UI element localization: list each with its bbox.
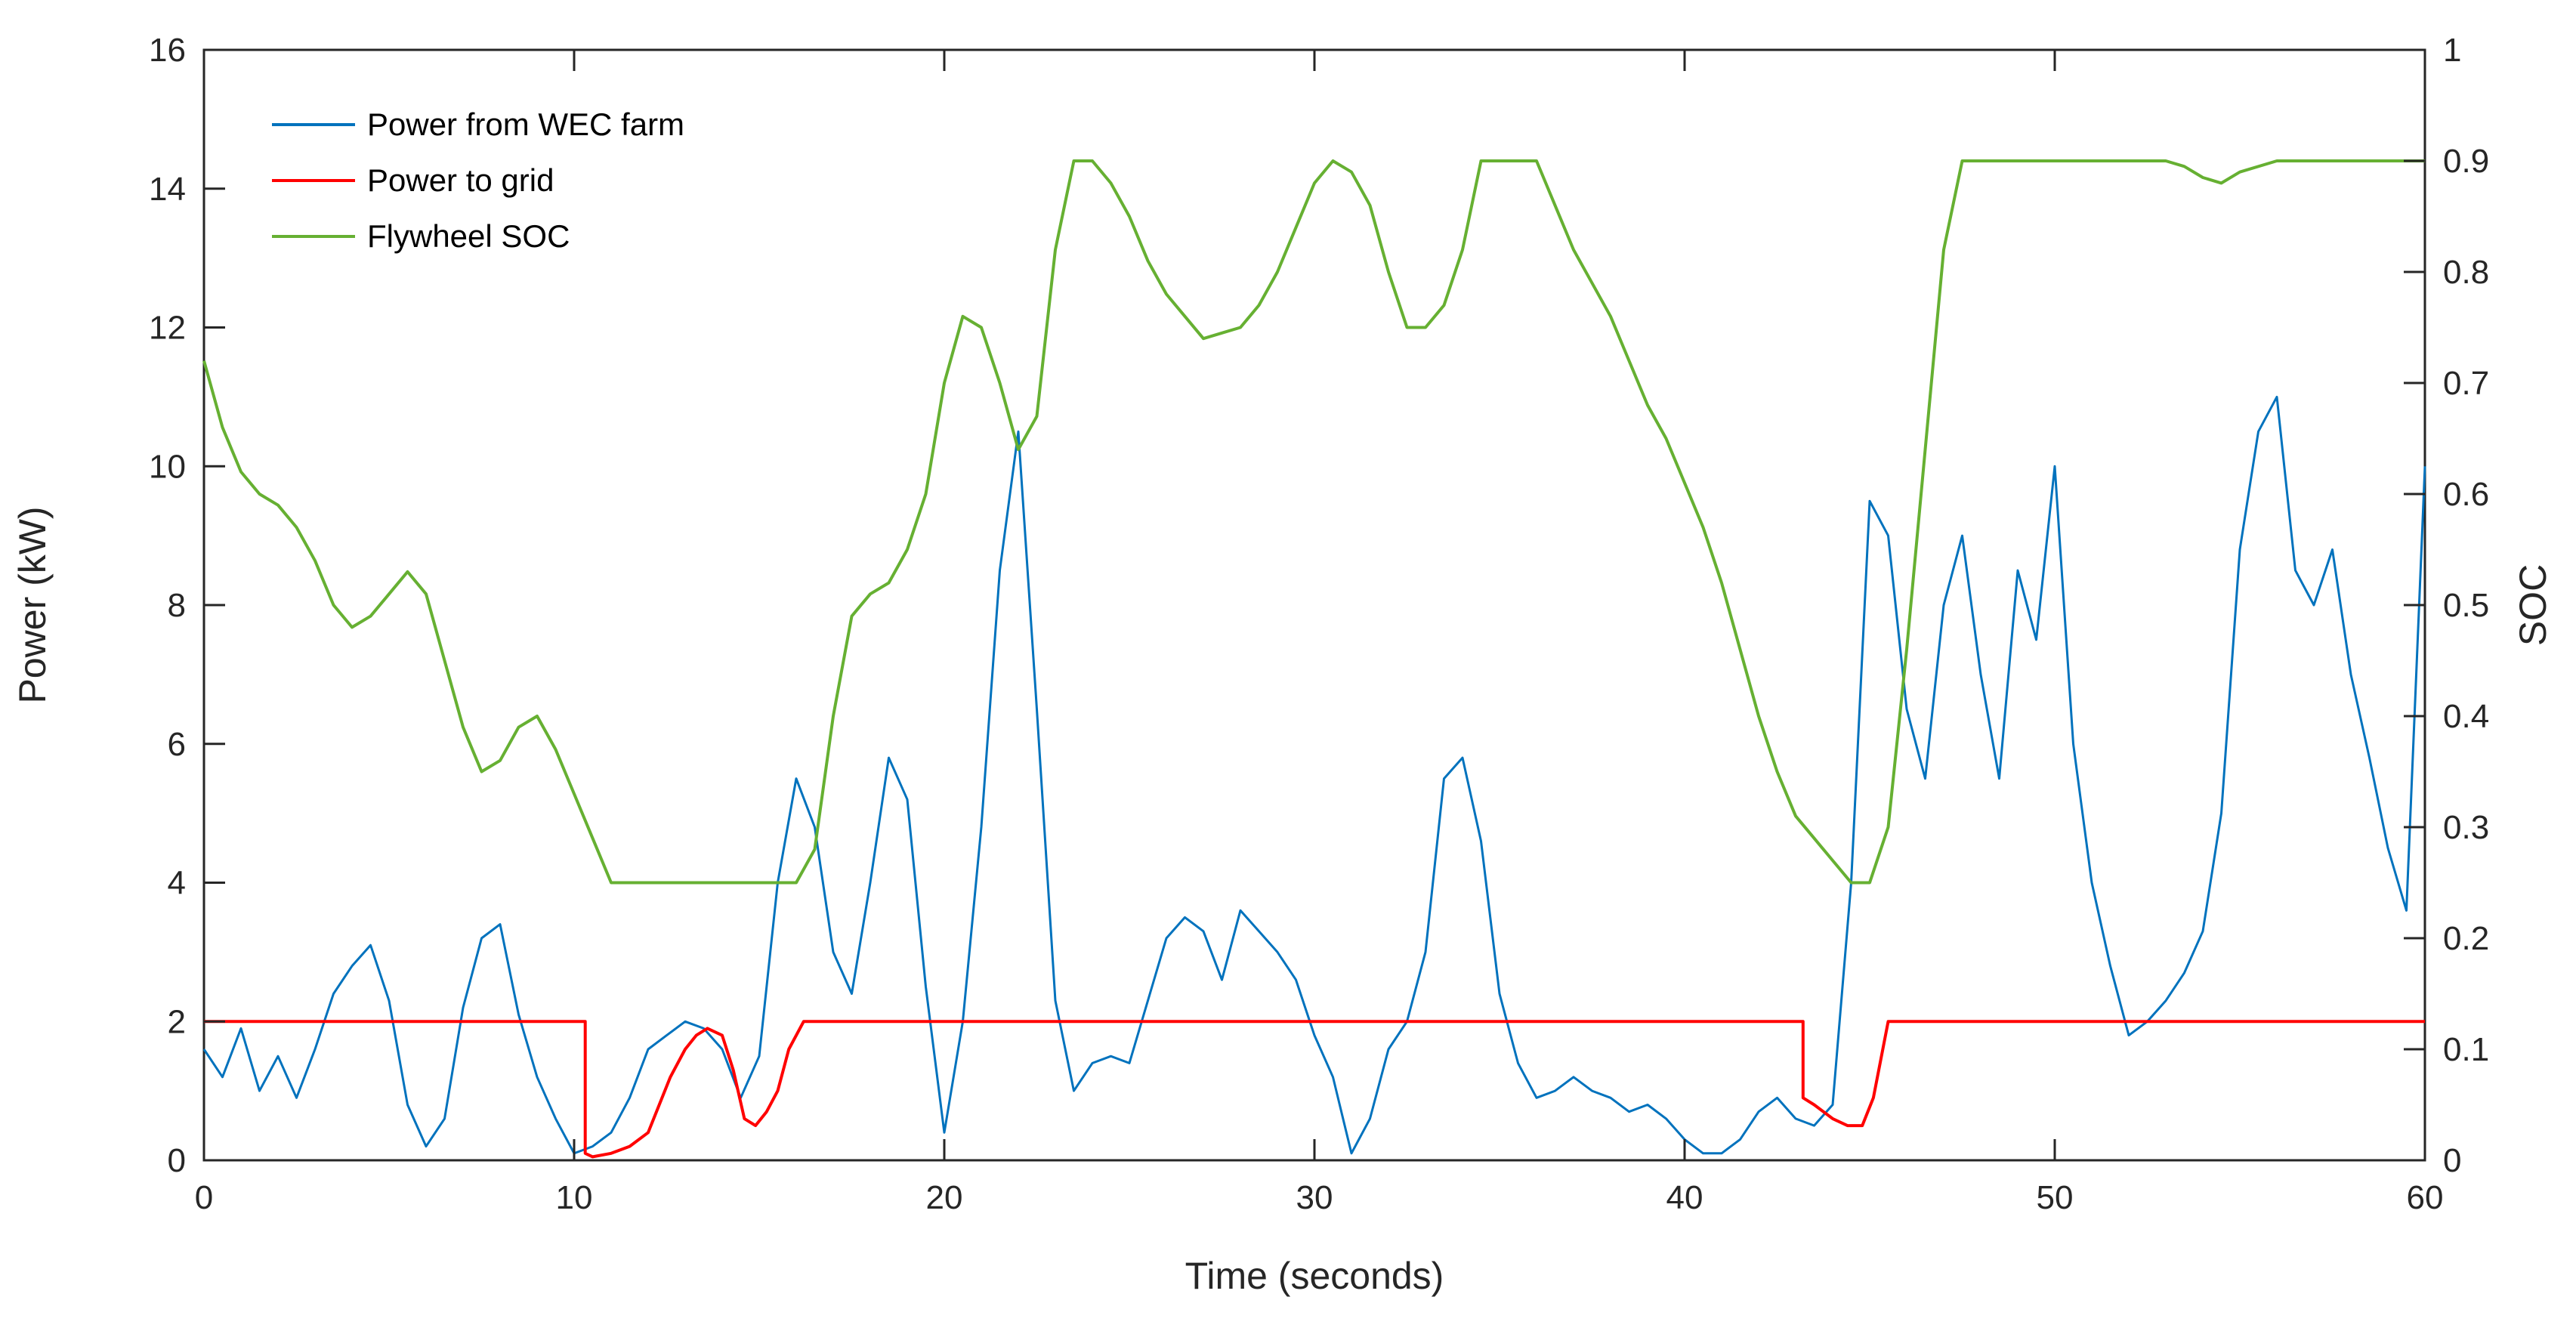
x-tick-label: 10	[556, 1179, 593, 1216]
x-tick-label: 0	[195, 1179, 213, 1216]
series-line-flywheel-soc	[202, 159, 2425, 885]
y2-tick-label: 0.7	[2443, 365, 2489, 402]
y2-axis-title: SOC	[2512, 564, 2554, 646]
y2-tick-label: 0.8	[2443, 254, 2489, 291]
legend-label: Power from WEC farm	[367, 107, 684, 142]
y-tick-label: 8	[168, 587, 186, 624]
y-tick-label: 4	[168, 865, 186, 902]
legend-label: Power to grid	[367, 162, 554, 198]
legend: Power from WEC farm Power to grid Flywheel…	[272, 107, 684, 254]
x-tick-label: 20	[926, 1179, 963, 1216]
y-tick-label: 6	[168, 726, 186, 763]
y2-tick-label: 1	[2443, 32, 2461, 69]
right-y-axis: 0 0.1 0.2 0.3 0.4 0.5 0.6 0.7 0.8 0.9 1	[2404, 32, 2489, 1179]
x-tick-label: 30	[1296, 1179, 1333, 1216]
x-tick-label: 50	[2037, 1179, 2074, 1216]
y2-tick-label: 0.6	[2443, 476, 2489, 513]
y2-tick-label: 0.1	[2443, 1031, 2489, 1068]
x-axis: 0 10 20 30 40 50 60	[195, 50, 2444, 1216]
y2-tick-label: 0.4	[2443, 698, 2489, 735]
y2-tick-label: 0.2	[2443, 920, 2489, 957]
y2-tick-label: 0.3	[2443, 809, 2489, 846]
y-tick-label: 16	[149, 32, 186, 69]
x-tick-label: 40	[1666, 1179, 1703, 1216]
y2-tick-label: 0	[2443, 1142, 2461, 1179]
legend-label: Flywheel SOC	[367, 218, 570, 254]
y2-tick-label: 0.5	[2443, 587, 2489, 624]
series-line-grid-power	[204, 1020, 2425, 1159]
x-axis-title: Time (seconds)	[1185, 1255, 1444, 1297]
y-tick-label: 0	[168, 1142, 186, 1179]
y-tick-label: 14	[149, 171, 186, 208]
y2-tick-label: 0.9	[2443, 143, 2489, 180]
x-tick-label: 60	[2407, 1179, 2444, 1216]
y-tick-label: 12	[149, 310, 186, 347]
left-y-axis: 0 2 4 6 8 10 12 14 16	[149, 32, 225, 1179]
y-tick-label: 2	[168, 1003, 186, 1040]
y-tick-label: 10	[149, 448, 186, 485]
y-axis-title: Power (kW)	[11, 506, 54, 703]
